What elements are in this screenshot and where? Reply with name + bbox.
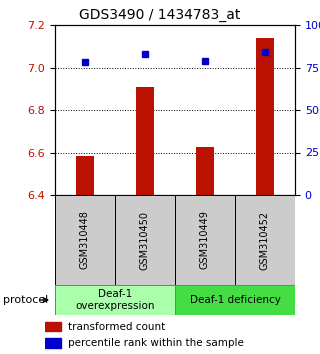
Bar [115, 195, 175, 285]
Bar [45, 338, 60, 348]
Text: protocol: protocol [3, 295, 48, 305]
Bar [76, 156, 94, 195]
Text: Deaf-1
overexpression: Deaf-1 overexpression [75, 289, 155, 311]
Text: GSM310450: GSM310450 [140, 211, 150, 269]
Bar [196, 147, 214, 195]
Bar [175, 195, 235, 285]
Bar [55, 285, 175, 315]
Text: GSM310449: GSM310449 [200, 211, 210, 269]
Bar [55, 195, 115, 285]
Bar [45, 322, 60, 331]
Bar [256, 38, 274, 195]
Text: GSM310448: GSM310448 [80, 211, 90, 269]
Bar [235, 195, 295, 285]
Text: GDS3490 / 1434783_at: GDS3490 / 1434783_at [79, 8, 241, 22]
Bar [136, 87, 154, 195]
Text: Deaf-1 deficiency: Deaf-1 deficiency [189, 295, 280, 305]
Text: transformed count: transformed count [68, 321, 166, 331]
Bar [175, 285, 295, 315]
Text: percentile rank within the sample: percentile rank within the sample [68, 338, 244, 348]
Text: GSM310452: GSM310452 [260, 210, 270, 269]
